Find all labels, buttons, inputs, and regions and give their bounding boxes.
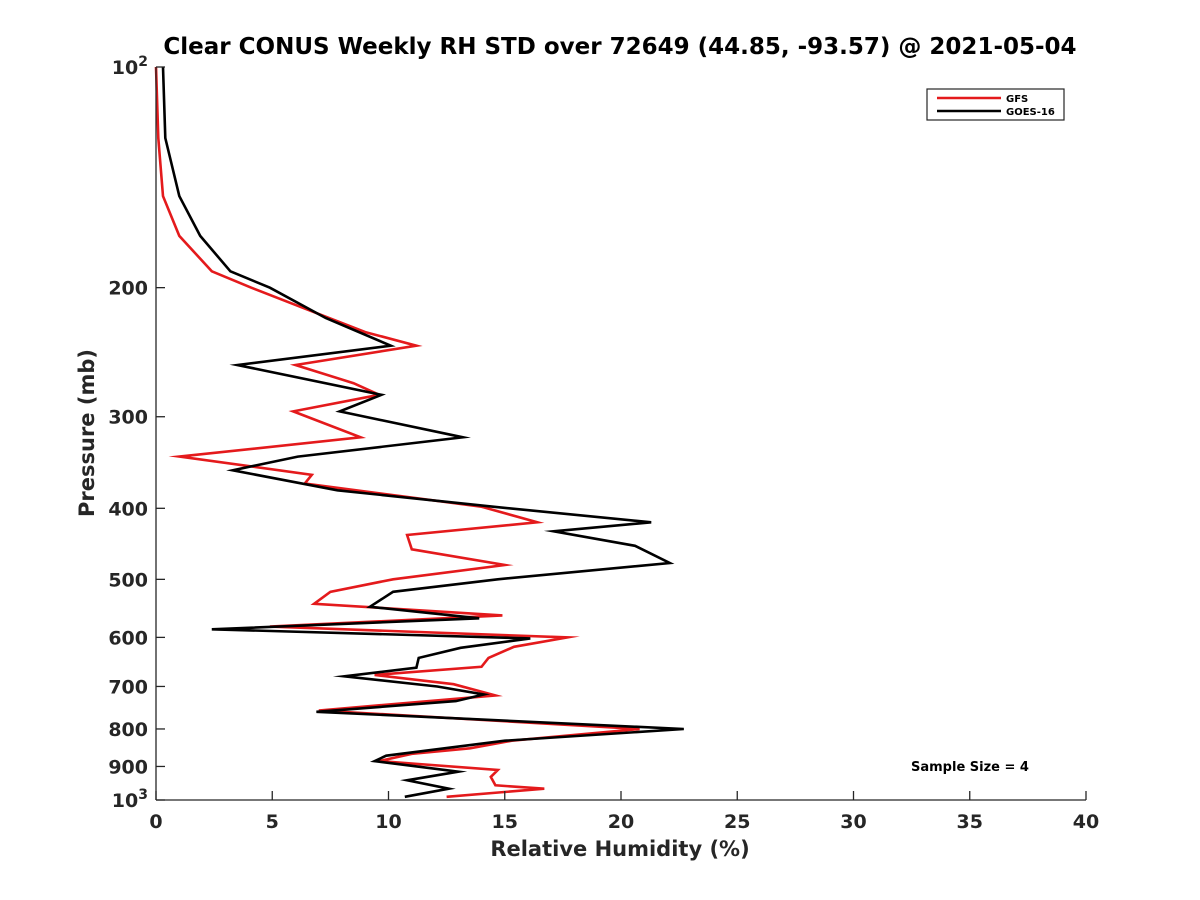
- x-tick-label: 15: [492, 811, 518, 833]
- chart-title: Clear CONUS Weekly RH STD over 72649 (44…: [163, 34, 1076, 60]
- y-tick-label: 600: [108, 627, 148, 649]
- x-tick-label: 0: [149, 811, 162, 833]
- legend-box: [926, 88, 1065, 121]
- series-layer: [154, 66, 684, 799]
- y-tick-label: 500: [108, 569, 148, 591]
- legend-label: GOES-16: [1006, 107, 1055, 118]
- y-tick-label: 900: [108, 756, 148, 778]
- x-tick-label: 35: [957, 811, 983, 833]
- y-tick-label: 800: [108, 719, 148, 741]
- x-tick-label: 40: [1073, 811, 1099, 833]
- legend-label: GFS: [1006, 94, 1028, 105]
- legend-entries: GFS GOES-16: [937, 94, 1055, 118]
- y-tick-label: 700: [108, 676, 148, 698]
- series-line-goes-16: [161, 66, 684, 799]
- legend: GFS GOES-16: [926, 88, 1065, 121]
- y-tick-label-exponent: 3: [138, 787, 148, 803]
- y-axis-title: Pressure (mb): [75, 349, 99, 517]
- sample-size-annotation: Sample Size = 4: [911, 760, 1029, 775]
- x-tick-label: 5: [266, 811, 279, 833]
- y-tick-label: 400: [108, 498, 148, 520]
- y-tick-label: 200: [108, 278, 148, 300]
- x-tick-label: 20: [608, 811, 634, 833]
- x-axis-title: Relative Humidity (%): [490, 837, 749, 861]
- x-tick-label: 30: [840, 811, 866, 833]
- x-tick-label: 25: [724, 811, 750, 833]
- y-tick-label: 300: [108, 407, 148, 429]
- y-tick-label-exponent: 2: [138, 54, 148, 70]
- series-line-gfs: [154, 66, 640, 799]
- x-tick-label: 10: [375, 811, 401, 833]
- axes-layer: 0 5 10 15 20 25 30 35 40102200300400500600700800…: [108, 54, 1099, 833]
